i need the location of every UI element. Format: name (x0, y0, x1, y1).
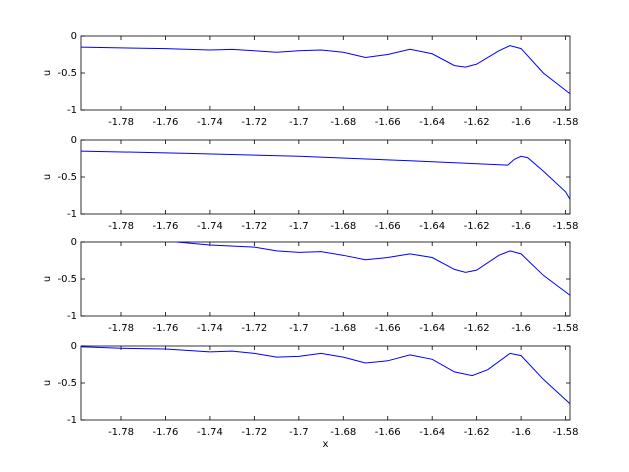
y-tick-label: 0 (71, 237, 77, 248)
x-tick-label: -1.64 (419, 221, 445, 232)
y-tick-label: -1 (67, 209, 77, 220)
x-tick-label: -1.66 (375, 323, 401, 334)
x-tick-label: -1.62 (464, 323, 490, 334)
x-tick-label: -1.58 (553, 221, 579, 232)
x-tick-label: -1.78 (108, 323, 134, 334)
x-tick-label: -1.66 (375, 221, 401, 232)
y-axis-label: u (42, 70, 53, 76)
x-axis-label: x (323, 439, 329, 450)
y-tick-label: -0.5 (57, 68, 77, 79)
x-tick-label: -1.76 (153, 221, 179, 232)
x-tick-label: -1.78 (108, 427, 134, 438)
y-tick-label: 0 (71, 135, 77, 146)
y-axis-label: u (42, 174, 53, 180)
axes-frame (80, 241, 571, 317)
y-tick-label: -0.5 (57, 378, 77, 389)
x-tick-label: -1.66 (375, 427, 401, 438)
x-tick-label: -1.62 (464, 427, 490, 438)
x-tick-label: -1.68 (330, 221, 356, 232)
line (80, 346, 571, 405)
x-tick-label: -1.6 (511, 427, 531, 438)
y-tick-label: -1 (67, 311, 77, 322)
x-tick-label: -1.6 (511, 323, 531, 334)
axes-frame (80, 35, 571, 111)
y-axis-label: u (42, 276, 53, 282)
x-tick-label: -1.76 (153, 323, 179, 334)
line (80, 45, 571, 95)
y-tick-label: -1 (67, 105, 77, 116)
x-tick-label: -1.72 (241, 323, 267, 334)
x-tick-label: -1.6 (511, 117, 531, 128)
x-tick-label: -1.64 (419, 427, 445, 438)
x-tick-label: -1.74 (197, 323, 223, 334)
x-tick-label: -1.72 (241, 117, 267, 128)
x-tick-label: -1.6 (511, 221, 531, 232)
x-tick-label: -1.74 (197, 221, 223, 232)
x-tick-label: -1.62 (464, 221, 490, 232)
x-tick-label: -1.64 (419, 323, 445, 334)
x-tick-label: -1.62 (464, 117, 490, 128)
x-tick-label: -1.58 (553, 323, 579, 334)
x-tick-label: -1.76 (153, 427, 179, 438)
x-tick-label: -1.72 (241, 221, 267, 232)
x-tick-label: -1.76 (153, 117, 179, 128)
axes-frame (80, 345, 571, 421)
line (176, 241, 571, 296)
y-tick-label: 0 (71, 31, 77, 42)
x-tick-label: -1.68 (330, 427, 356, 438)
y-tick-label: 0 (71, 341, 77, 352)
x-tick-label: -1.78 (108, 221, 134, 232)
x-tick-label: -1.72 (241, 427, 267, 438)
x-tick-label: -1.7 (289, 221, 309, 232)
x-tick-label: -1.68 (330, 323, 356, 334)
x-tick-label: -1.74 (197, 427, 223, 438)
x-tick-label: -1.68 (330, 117, 356, 128)
y-tick-label: -1 (67, 415, 77, 426)
x-tick-label: -1.58 (553, 427, 579, 438)
x-tick-label: -1.74 (197, 117, 223, 128)
line (80, 150, 571, 200)
y-axis-label: u (42, 380, 53, 386)
x-tick-label: -1.7 (289, 427, 309, 438)
y-tick-label: -0.5 (57, 274, 77, 285)
x-tick-label: -1.58 (553, 117, 579, 128)
x-tick-label: -1.66 (375, 117, 401, 128)
x-tick-label: -1.78 (108, 117, 134, 128)
x-tick-label: -1.64 (419, 117, 445, 128)
x-tick-label: -1.7 (289, 323, 309, 334)
x-tick-label: -1.7 (289, 117, 309, 128)
y-tick-label: -0.5 (57, 172, 77, 183)
axes-frame (80, 139, 571, 215)
